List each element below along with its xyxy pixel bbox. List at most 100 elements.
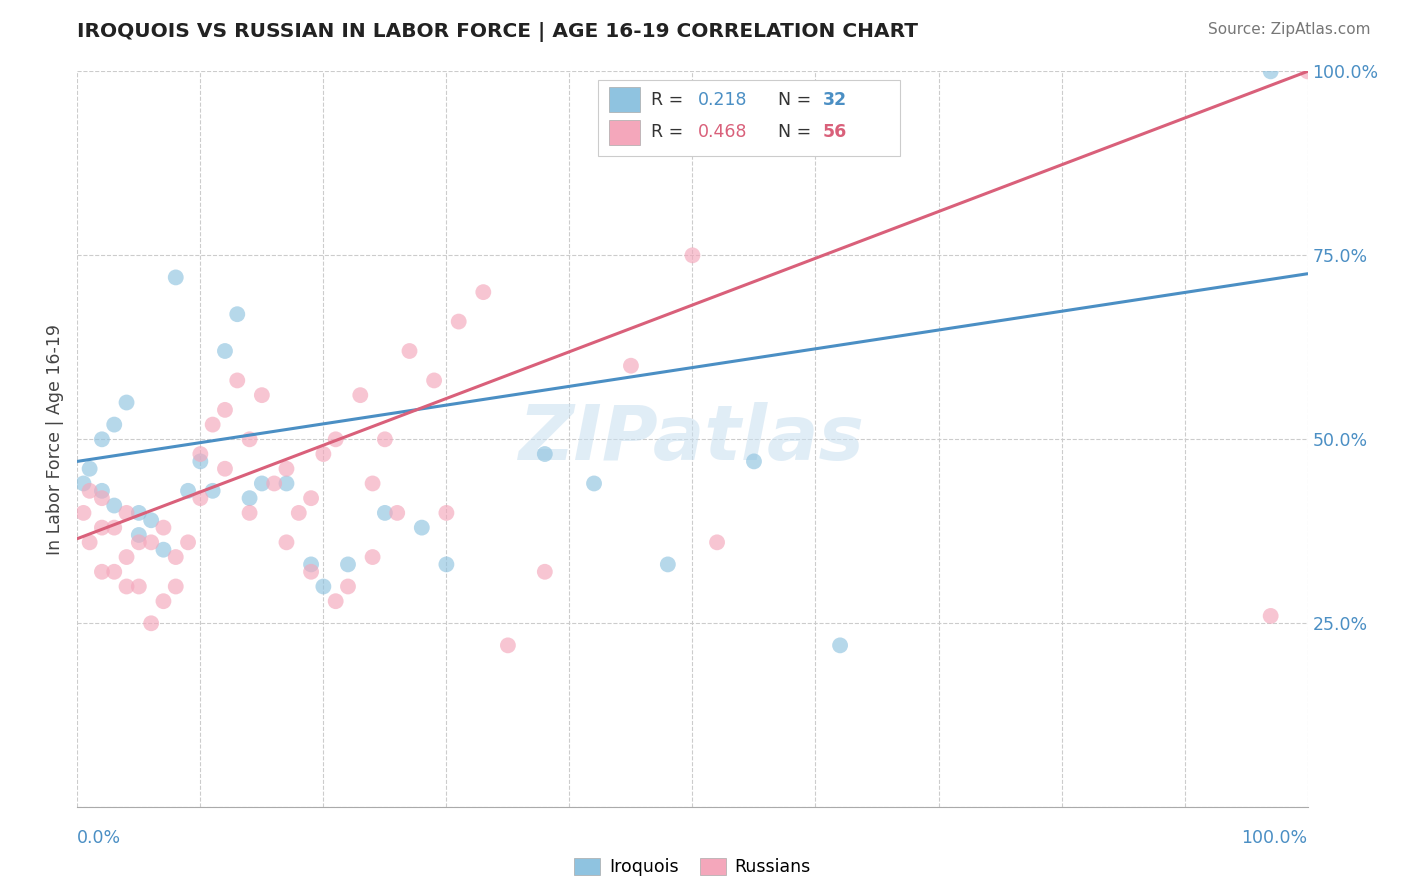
Point [103, 499, 125, 513]
Point [226, 307, 249, 321]
Point [128, 506, 150, 520]
Point [239, 491, 262, 505]
Point [239, 433, 262, 447]
Point [190, 454, 212, 468]
Text: 100.0%: 100.0% [1241, 829, 1308, 847]
Point [496, 639, 519, 653]
Point [103, 565, 125, 579]
Point [398, 344, 420, 359]
Point [312, 580, 335, 594]
Point [239, 506, 262, 520]
Text: 0.0%: 0.0% [77, 829, 121, 847]
Point [447, 315, 470, 329]
Point [72, 476, 94, 491]
Point [115, 549, 138, 565]
Point [90, 483, 114, 498]
Point [299, 491, 322, 505]
Point [387, 506, 409, 520]
Legend: Iroquois, Russians: Iroquois, Russians [568, 851, 817, 883]
Point [90, 491, 114, 505]
Point [90, 433, 114, 447]
Point [190, 491, 212, 505]
Point [1260, 64, 1282, 78]
Point [190, 447, 212, 461]
Point [214, 344, 236, 359]
Point [72, 506, 94, 520]
Point [128, 528, 150, 542]
Point [325, 433, 347, 447]
Point [128, 535, 150, 549]
Point [1296, 64, 1319, 78]
Point [141, 535, 163, 549]
Point [361, 476, 384, 491]
Point [299, 565, 322, 579]
Point [177, 483, 200, 498]
Point [79, 535, 101, 549]
Point [141, 616, 163, 631]
Point [276, 476, 298, 491]
Point [214, 462, 236, 476]
Point [165, 270, 187, 285]
Point [472, 285, 495, 300]
Point [226, 374, 249, 388]
Point [90, 565, 114, 579]
Point [682, 248, 704, 262]
Point [263, 476, 285, 491]
Point [534, 447, 557, 461]
Point [90, 521, 114, 535]
Point [411, 521, 433, 535]
Point [214, 403, 236, 417]
Point [152, 542, 174, 557]
Point [79, 483, 101, 498]
Text: 56: 56 [823, 123, 846, 141]
Point [423, 374, 446, 388]
Point [103, 521, 125, 535]
Point [103, 417, 125, 432]
Point [436, 506, 458, 520]
Point [165, 580, 187, 594]
Point [1260, 608, 1282, 623]
Point [657, 558, 679, 572]
Point [288, 506, 311, 520]
Point [620, 359, 643, 373]
Text: Source: ZipAtlas.com: Source: ZipAtlas.com [1208, 22, 1371, 37]
Point [361, 549, 384, 565]
Point [583, 476, 606, 491]
Point [299, 558, 322, 572]
Text: 0.218: 0.218 [697, 91, 747, 109]
Point [141, 513, 163, 527]
Point [115, 580, 138, 594]
Text: N =: N = [778, 123, 817, 141]
Point [165, 549, 187, 565]
Text: R =: R = [651, 91, 689, 109]
Point [115, 506, 138, 520]
Y-axis label: In Labor Force | Age 16-19: In Labor Force | Age 16-19 [46, 324, 65, 555]
Point [706, 535, 728, 549]
Point [337, 580, 360, 594]
Point [436, 558, 458, 572]
Text: R =: R = [651, 123, 689, 141]
Point [115, 395, 138, 409]
Text: 0.468: 0.468 [697, 123, 747, 141]
Point [276, 535, 298, 549]
Point [830, 639, 852, 653]
Text: IROQUOIS VS RUSSIAN IN LABOR FORCE | AGE 16-19 CORRELATION CHART: IROQUOIS VS RUSSIAN IN LABOR FORCE | AGE… [77, 22, 918, 42]
Text: ZIPatlas: ZIPatlas [519, 402, 866, 476]
Point [337, 558, 360, 572]
Point [374, 433, 396, 447]
Point [152, 594, 174, 608]
Point [742, 454, 765, 468]
Point [201, 417, 224, 432]
Point [152, 521, 174, 535]
Text: N =: N = [778, 91, 817, 109]
Point [250, 388, 273, 402]
Point [201, 483, 224, 498]
Point [250, 476, 273, 491]
Point [312, 447, 335, 461]
Point [79, 462, 101, 476]
Point [128, 580, 150, 594]
Text: 32: 32 [823, 91, 846, 109]
Point [276, 462, 298, 476]
Point [349, 388, 371, 402]
Point [374, 506, 396, 520]
